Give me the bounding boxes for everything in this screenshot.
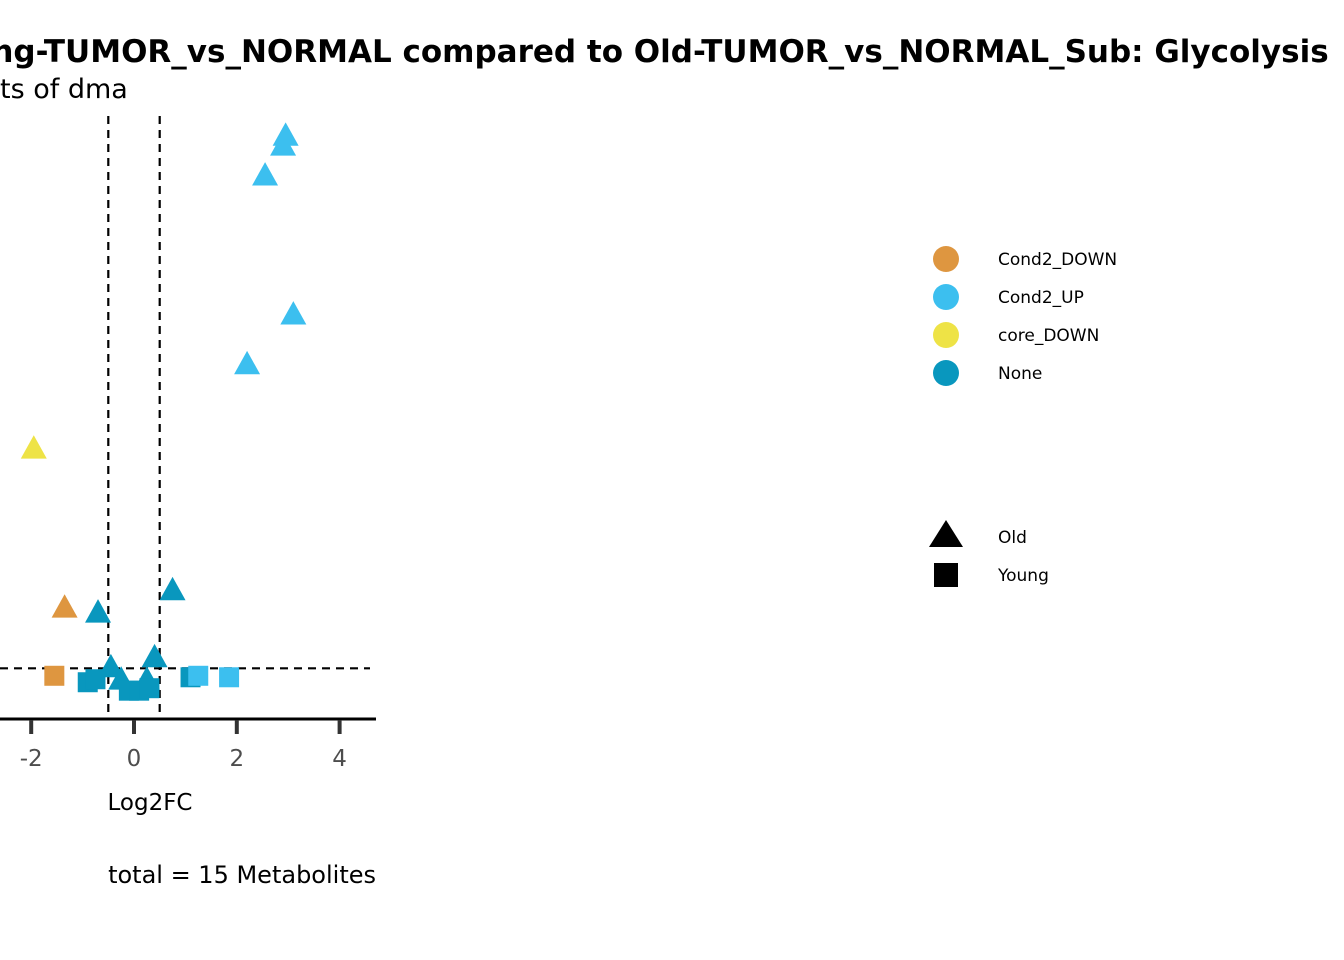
legend-color-label-1: Cond2_DOWN <box>998 250 1117 270</box>
legend-color-label-3: core_DOWN <box>998 326 1099 346</box>
x-tick-label-2: 0 <box>127 746 142 772</box>
point-old-7 <box>51 594 78 618</box>
legend-shape-key-2 <box>934 563 958 587</box>
x-axis: -2 0 2 4 <box>0 717 376 772</box>
legend-color-key-3 <box>933 322 959 348</box>
legend-shape-label-1: Old <box>998 528 1027 548</box>
point-old-5 <box>234 350 261 375</box>
point-young-8 <box>188 665 209 686</box>
legend-color-key-2 <box>933 284 959 310</box>
point-young-9 <box>219 667 240 688</box>
point-old-9 <box>159 576 186 601</box>
chart-title: ng-TUMOR_vs_NORMAL compared to Old-TUMOR… <box>0 34 1329 70</box>
point-young-3 <box>85 669 106 690</box>
point-old-11 <box>141 643 168 668</box>
point-old-8 <box>85 599 112 623</box>
x-axis-label: Log2FC <box>107 790 192 816</box>
x-tick-label-4: 4 <box>332 746 347 772</box>
legend-color-label-2: Cond2_UP <box>998 288 1084 308</box>
legend-color-key-1 <box>933 246 959 272</box>
x-tick-label-3: 2 <box>229 746 244 772</box>
legend-shape-key-1 <box>929 520 963 547</box>
point-old-2 <box>270 132 297 156</box>
legend-color-key-4 <box>933 360 959 386</box>
point-young-1 <box>44 665 65 686</box>
point-young-6 <box>139 678 160 699</box>
legend: Cond2_DOWN Cond2_UP core_DOWN None Old Young <box>929 246 1117 587</box>
legend-color-label-4: None <box>998 364 1042 384</box>
plot-area <box>0 116 370 718</box>
legend-shape-label-2: Young <box>997 566 1049 586</box>
point-old-3 <box>252 162 279 186</box>
x-tick-label-1: -2 <box>20 746 43 772</box>
chart-subtitle: ts of dma <box>0 74 128 105</box>
point-old-4 <box>280 301 307 325</box>
point-old-6 <box>20 435 47 459</box>
chart-caption: total = 15 Metabolites <box>108 861 376 889</box>
